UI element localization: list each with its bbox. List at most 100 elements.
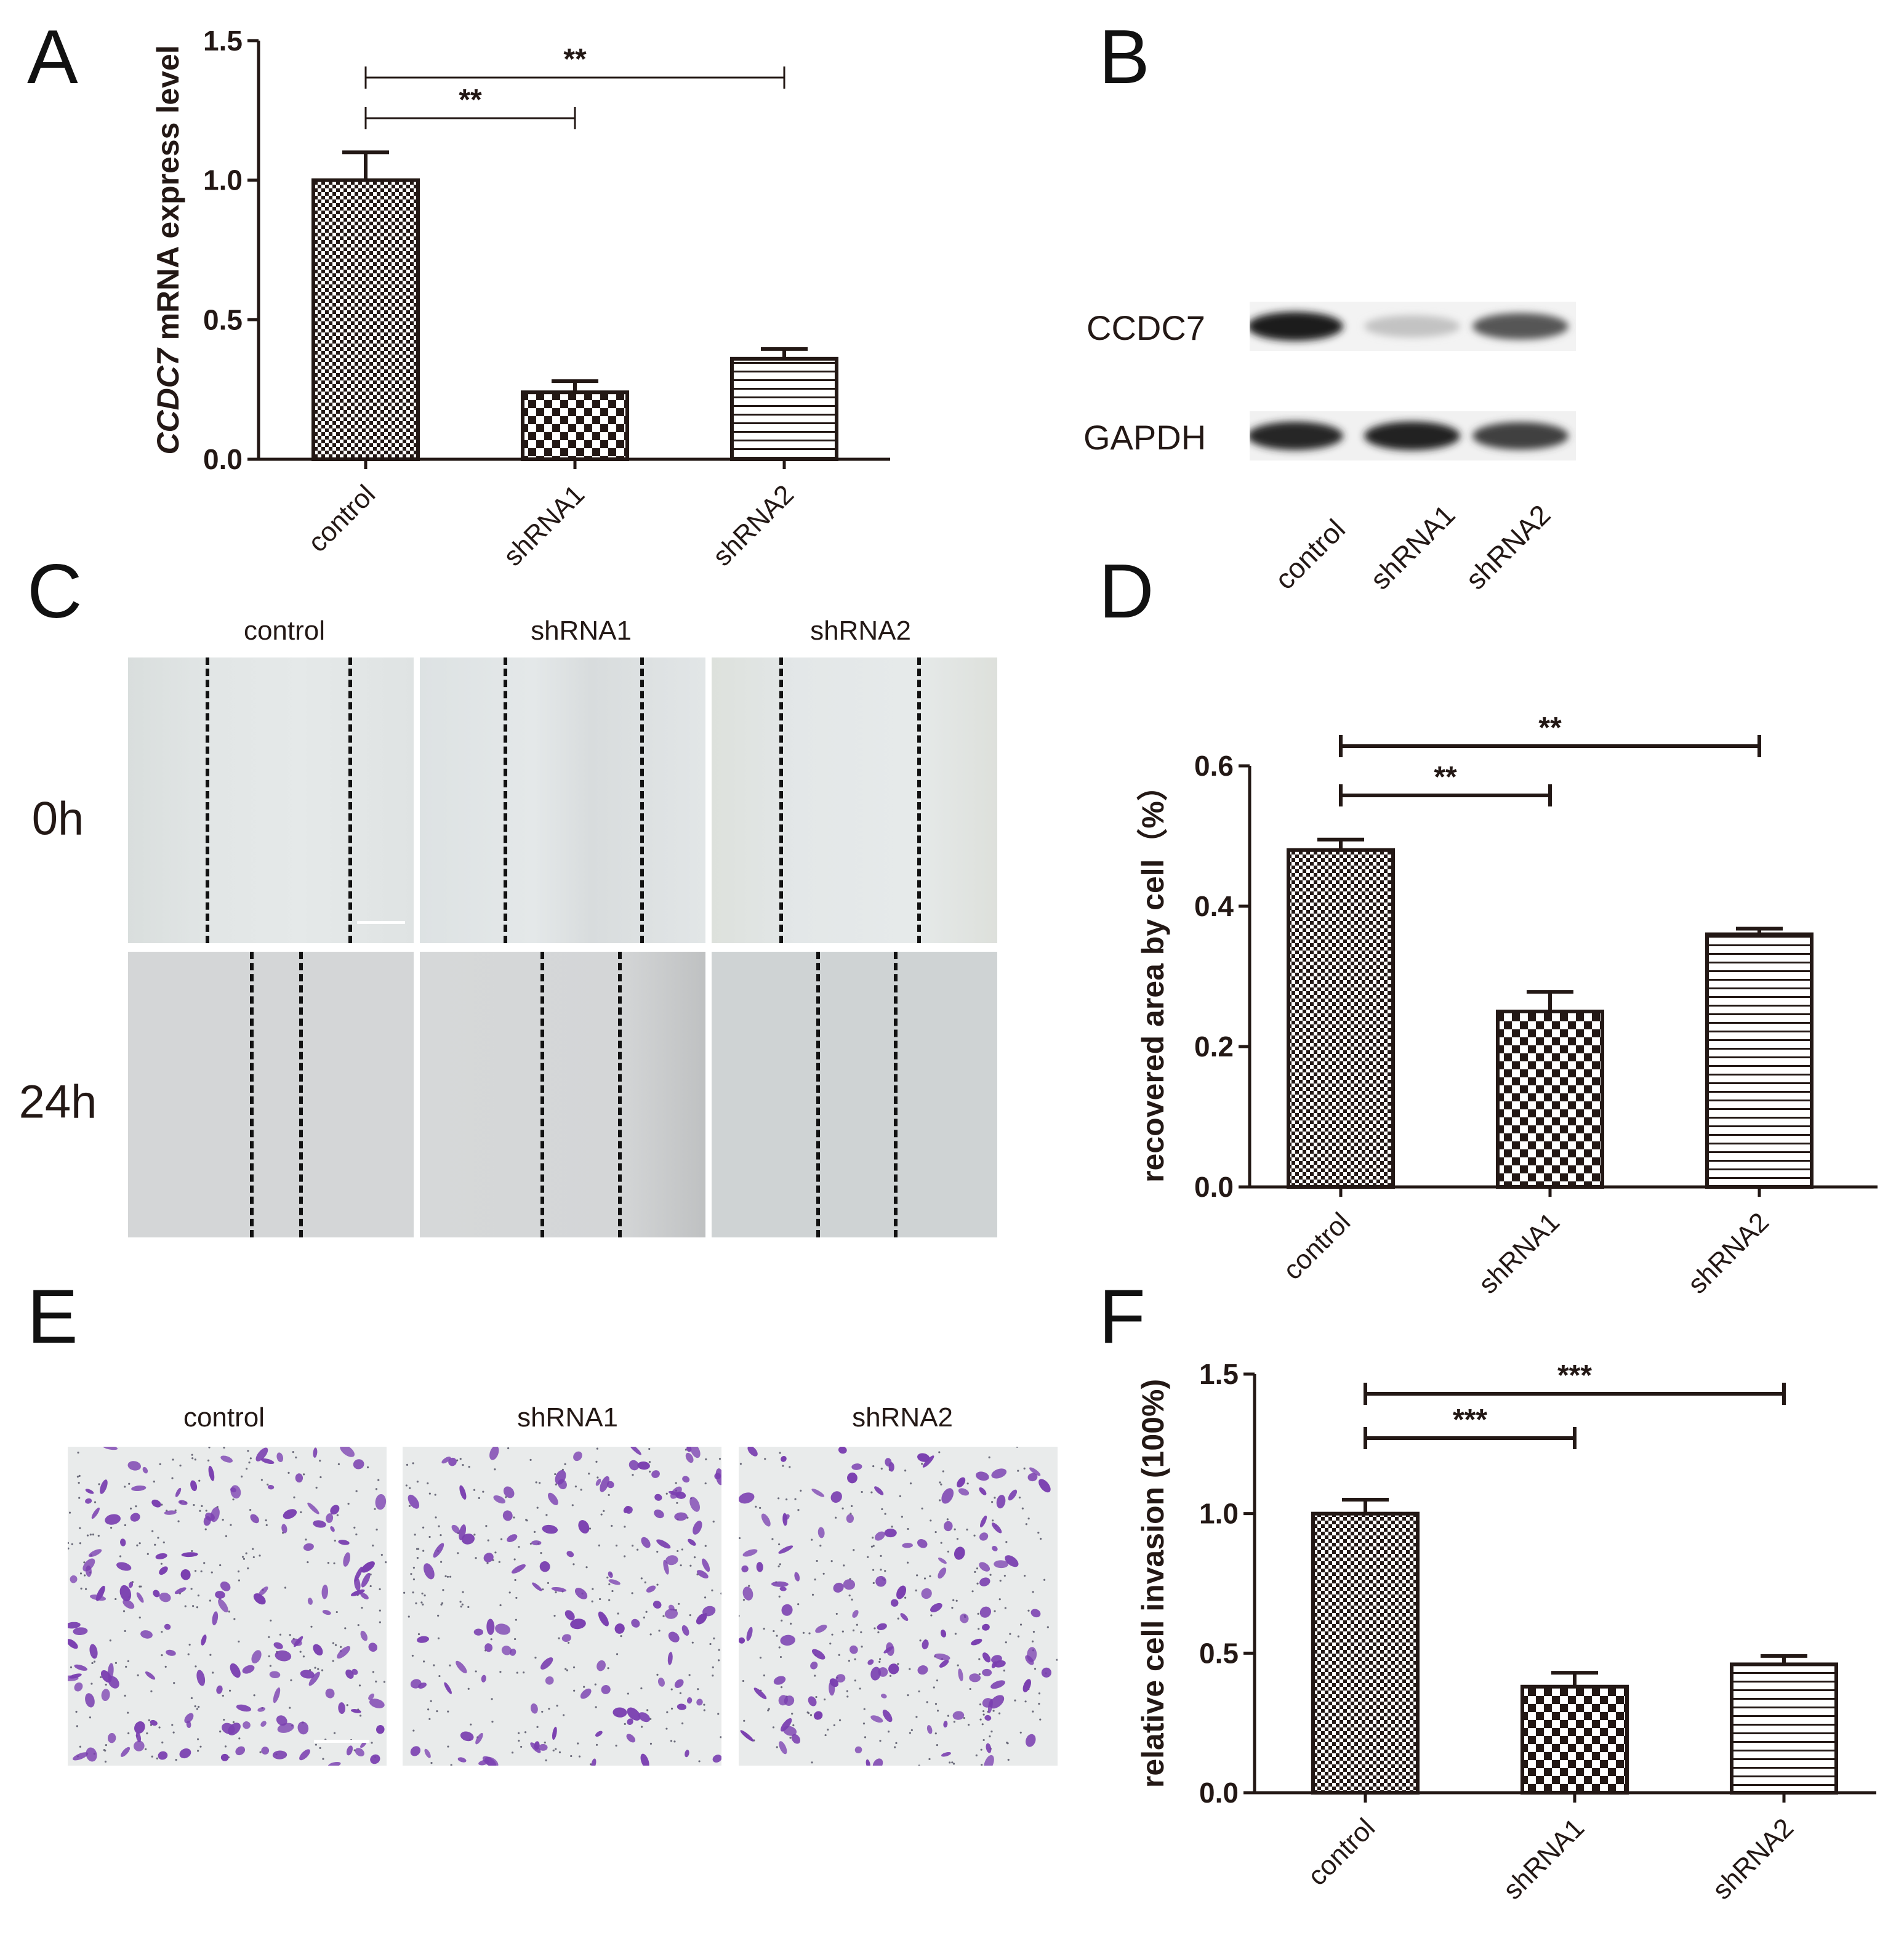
pore-dot (648, 1470, 651, 1473)
stained-cell (833, 1582, 844, 1593)
stained-cell (674, 1512, 688, 1521)
pore-dot (680, 1564, 682, 1567)
stained-cell (917, 1538, 928, 1548)
pore-dot (872, 1465, 875, 1468)
pore-dot (76, 1725, 78, 1727)
pore-dot (212, 1671, 214, 1674)
pore-dot (199, 1510, 201, 1512)
pore-dot (203, 1562, 206, 1564)
stained-cell (82, 1558, 95, 1572)
stained-cell (208, 1466, 215, 1481)
stained-cell (979, 1532, 989, 1541)
pore-dot (188, 1643, 191, 1646)
bar-shrna2 (730, 356, 838, 461)
stained-cell (107, 1733, 116, 1743)
stained-cell (220, 1581, 231, 1591)
pore-dot (295, 1456, 297, 1459)
pore-dot (843, 1564, 845, 1567)
stained-cell (166, 1649, 176, 1656)
stained-cell (532, 1582, 542, 1591)
pore-dot (1032, 1710, 1034, 1713)
pore-dot (585, 1566, 588, 1569)
stained-cell (303, 1543, 314, 1551)
pore-dot (434, 1494, 436, 1496)
pore-dot (1005, 1541, 1008, 1543)
pore-dot (184, 1605, 187, 1607)
stained-cell (867, 1659, 874, 1665)
pore-dot (139, 1542, 141, 1545)
pore-dot (926, 1701, 928, 1703)
pore-dot (567, 1641, 570, 1644)
pore-dot (299, 1651, 302, 1653)
stained-cell (843, 1579, 856, 1590)
pore-dot (211, 1571, 213, 1574)
pore-dot (830, 1560, 833, 1562)
pore-dot (776, 1746, 778, 1748)
micrograph-shrna2-0h (712, 657, 997, 943)
pore-dot (676, 1502, 678, 1504)
pore-dot (954, 1633, 957, 1635)
stained-cell (712, 1755, 721, 1763)
stained-cell (747, 1447, 758, 1457)
stained-cell (1030, 1609, 1041, 1618)
stained-cell (665, 1555, 678, 1566)
stained-cell (123, 1599, 135, 1609)
pore-dot (315, 1743, 317, 1746)
pore-dot (515, 1596, 518, 1599)
stained-cell (943, 1721, 948, 1728)
pore-dot (353, 1526, 356, 1529)
stained-cell (276, 1452, 284, 1463)
stained-cell (337, 1646, 351, 1659)
pore-dot (907, 1694, 909, 1697)
stained-cell (269, 1671, 281, 1679)
stained-cell (685, 1750, 689, 1758)
wound-edge-left (206, 657, 209, 943)
pore-dot (802, 1631, 805, 1634)
pore-dot (872, 1569, 875, 1571)
pore-dot (640, 1687, 643, 1690)
pore-dot (571, 1504, 574, 1506)
stained-cell (116, 1562, 132, 1571)
pore-dot (422, 1550, 425, 1552)
pore-dot (640, 1577, 643, 1580)
stained-cell (779, 1741, 787, 1755)
pore-dot (992, 1519, 994, 1522)
pore-dot (114, 1598, 117, 1601)
y-tick-label: 1.5 (1199, 1358, 1239, 1390)
stained-cell (158, 1751, 168, 1760)
pore-dot (835, 1516, 837, 1519)
micrograph-control-24h (128, 952, 414, 1237)
pore-dot (880, 1467, 883, 1470)
pore-dot (105, 1744, 107, 1747)
pore-dot (591, 1600, 593, 1602)
pore-dot (237, 1570, 240, 1573)
stained-cell (938, 1567, 947, 1579)
pore-dot (921, 1463, 923, 1465)
pore-dot (771, 1538, 774, 1540)
pore-dot (870, 1491, 873, 1494)
pore-dot (440, 1561, 443, 1563)
pore-dot (665, 1727, 668, 1730)
pore-dot (219, 1564, 222, 1567)
pore-dot (137, 1674, 139, 1676)
stained-cell (100, 1479, 108, 1494)
stained-cell (300, 1670, 315, 1679)
stained-cell (1008, 1489, 1018, 1501)
stained-cell (330, 1526, 335, 1532)
stained-cell (251, 1650, 262, 1663)
pore-dot (190, 1697, 193, 1700)
stained-cell (591, 1758, 597, 1766)
stained-cell (502, 1510, 513, 1521)
pore-dot (513, 1516, 515, 1519)
stained-cell (958, 1668, 963, 1681)
stained-cell (338, 1540, 350, 1545)
stained-cell (996, 1495, 1006, 1509)
pore-dot (487, 1539, 489, 1542)
pore-dot (494, 1551, 497, 1554)
pore-dot (992, 1710, 995, 1712)
pore-dot (321, 1669, 324, 1671)
pore-dot (648, 1447, 651, 1450)
pore-dot (319, 1747, 321, 1750)
stained-cell (86, 1747, 97, 1762)
pore-dot (880, 1569, 882, 1571)
